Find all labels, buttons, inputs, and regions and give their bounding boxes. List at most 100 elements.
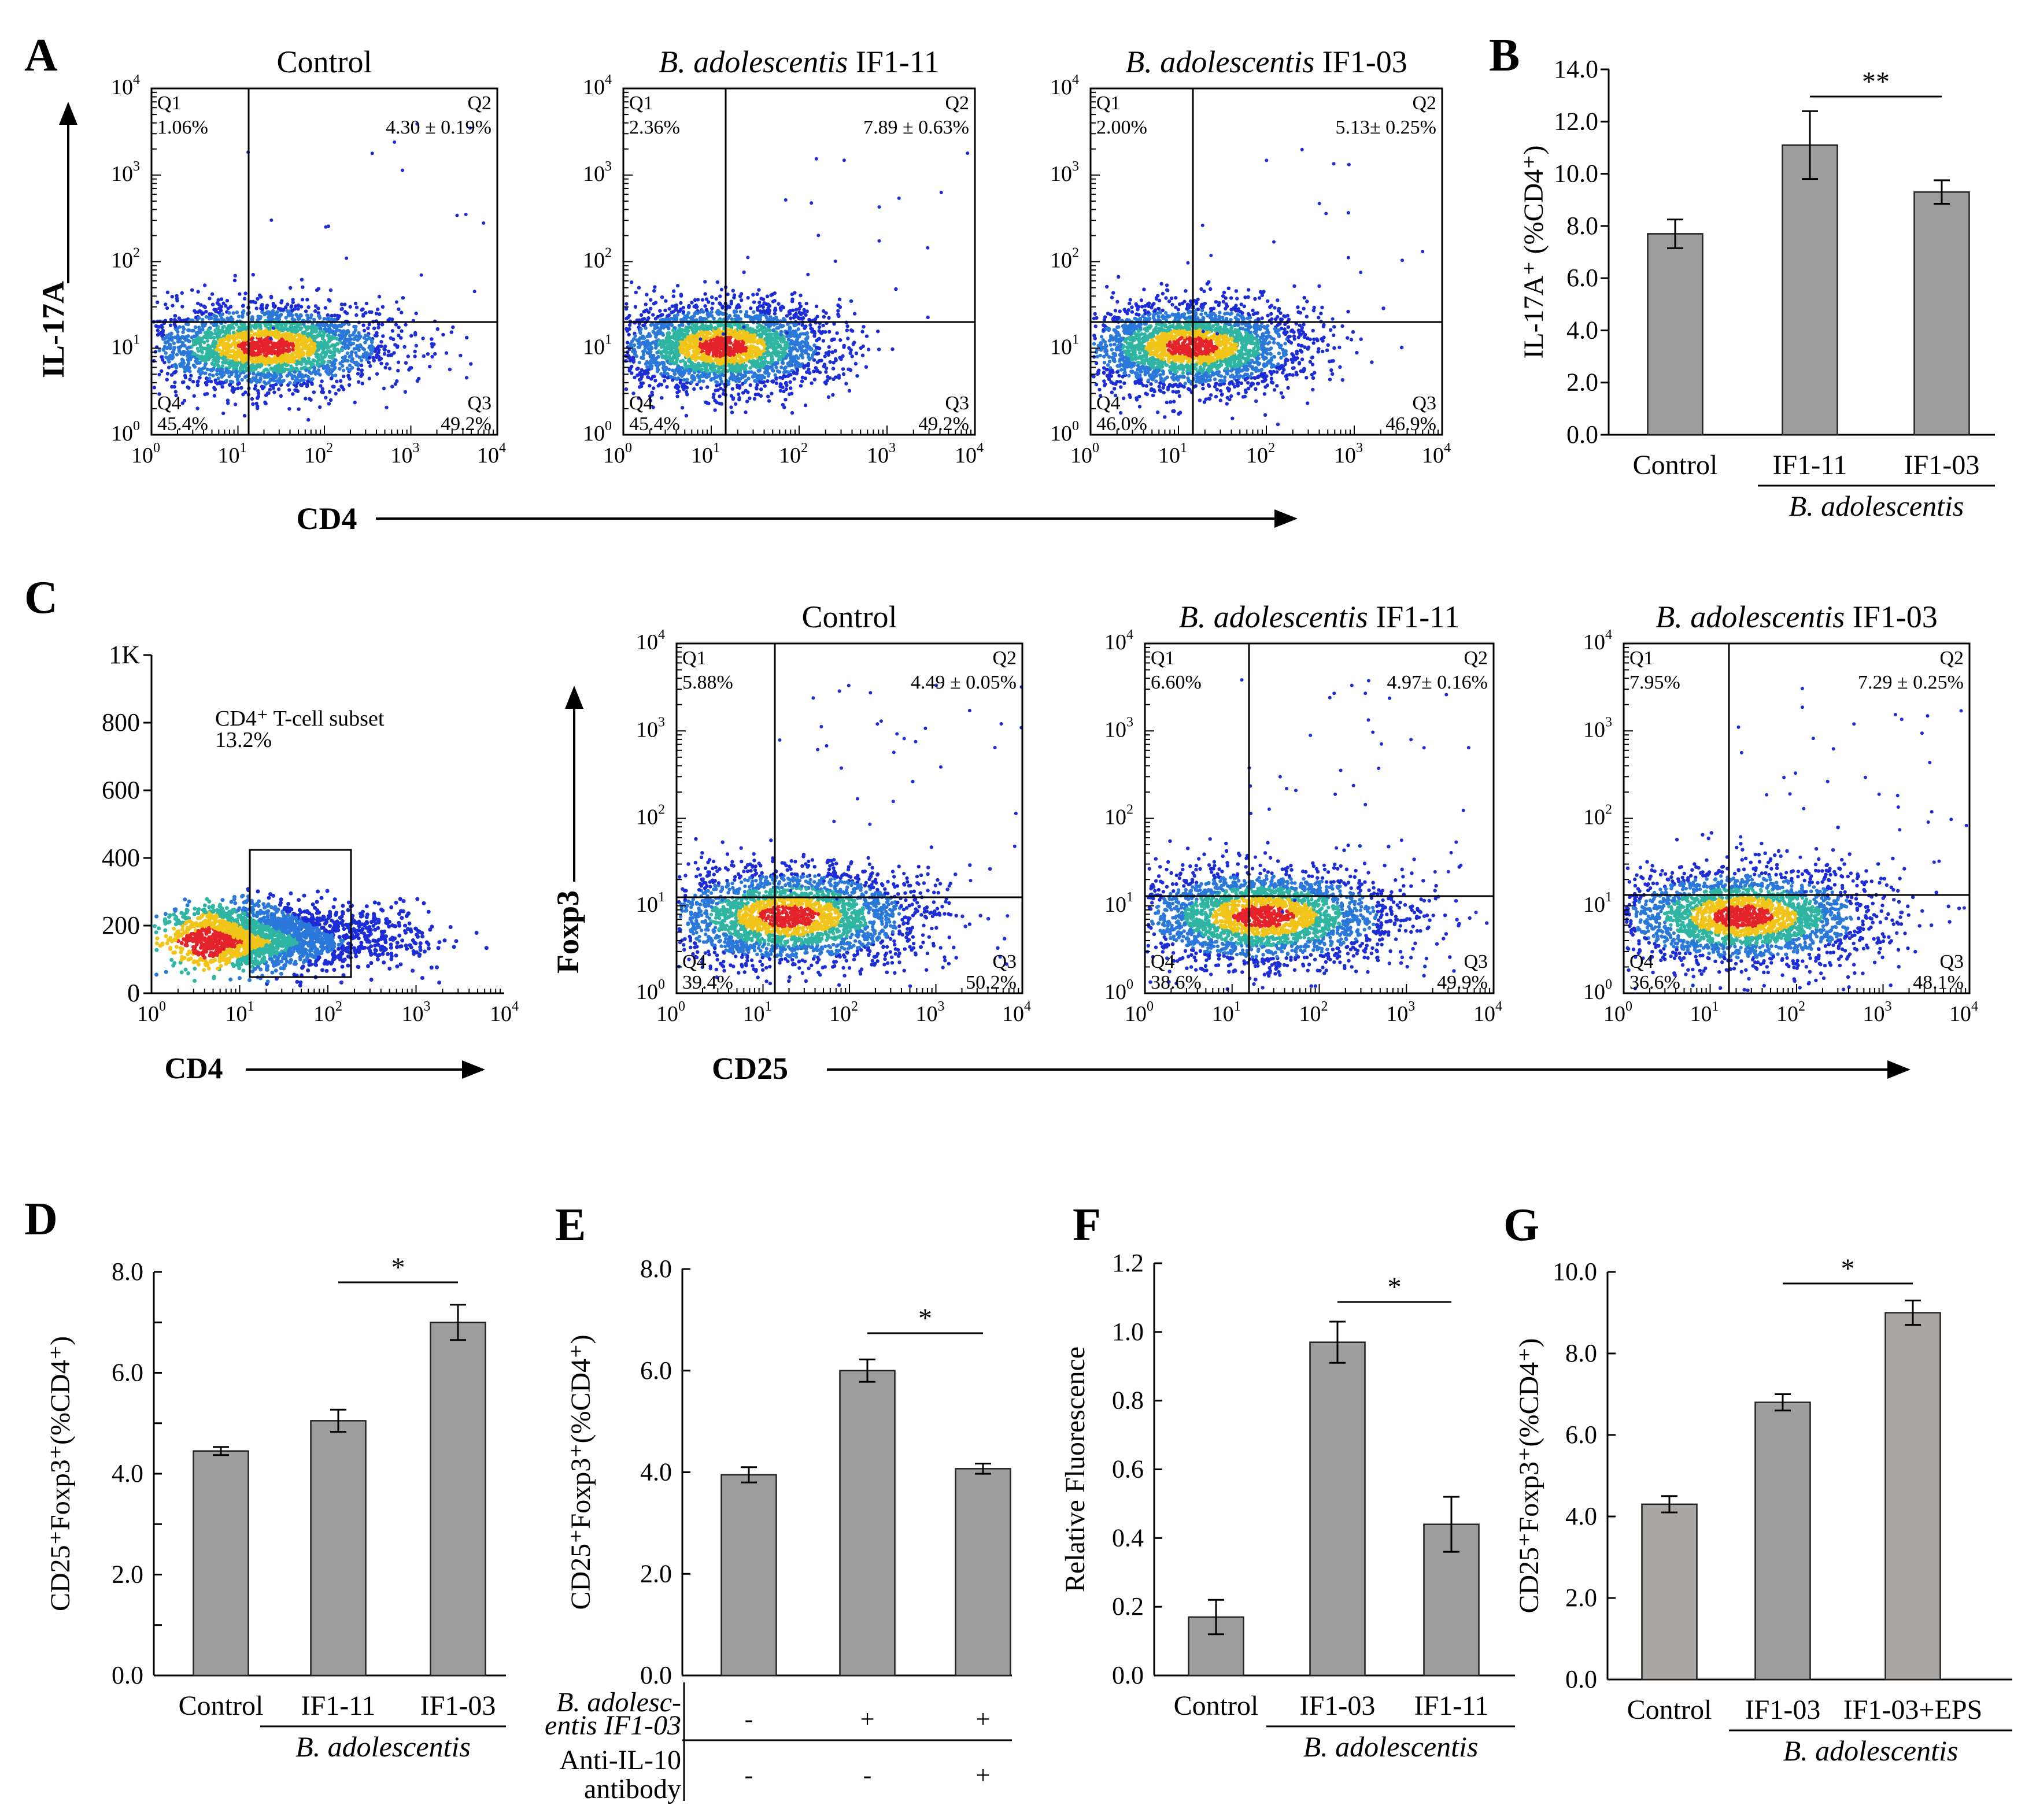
cell-event-outlier bbox=[393, 140, 397, 144]
cell-event bbox=[339, 347, 343, 352]
cell-event bbox=[382, 352, 387, 356]
cell-event bbox=[687, 305, 691, 309]
q3-value: 49.2% bbox=[441, 413, 492, 435]
cell-event bbox=[322, 317, 326, 321]
cell-event bbox=[260, 303, 264, 307]
cell-event bbox=[630, 357, 634, 361]
cell-event bbox=[679, 301, 683, 305]
cell-event bbox=[656, 384, 660, 388]
cell-event bbox=[712, 372, 716, 376]
cell-event bbox=[206, 328, 210, 332]
cell-event bbox=[731, 288, 736, 293]
cell-event bbox=[256, 379, 260, 383]
cell-event bbox=[328, 288, 333, 293]
cell-event bbox=[290, 304, 294, 308]
cell-event bbox=[785, 383, 789, 387]
cell-event bbox=[262, 368, 267, 372]
cell-event bbox=[200, 350, 204, 354]
cell-event bbox=[636, 367, 640, 371]
cell-event bbox=[812, 369, 816, 373]
cell-event bbox=[272, 390, 276, 394]
cell-event bbox=[367, 356, 372, 360]
cell-event bbox=[275, 360, 279, 365]
cell-event bbox=[413, 331, 417, 335]
cell-event bbox=[345, 329, 349, 334]
cell-event bbox=[205, 368, 210, 372]
cell-event bbox=[264, 382, 268, 386]
cell-event bbox=[401, 296, 405, 300]
cell-event bbox=[637, 345, 642, 349]
cell-event bbox=[173, 369, 178, 373]
cell-event bbox=[185, 354, 190, 358]
cell-event bbox=[842, 343, 846, 348]
cell-event bbox=[304, 368, 308, 372]
cell-event bbox=[727, 332, 731, 336]
cell-event bbox=[289, 286, 293, 290]
cell-event bbox=[393, 382, 398, 386]
cell-event bbox=[280, 343, 284, 347]
cell-event bbox=[743, 370, 747, 374]
cell-event bbox=[291, 392, 295, 396]
cell-event bbox=[264, 401, 268, 406]
cell-event bbox=[237, 315, 241, 319]
cell-event bbox=[790, 299, 795, 304]
cell-event bbox=[653, 301, 658, 305]
cell-event bbox=[335, 379, 339, 383]
cell-event bbox=[395, 379, 399, 383]
cell-event bbox=[300, 298, 305, 302]
cell-event bbox=[755, 292, 759, 297]
cell-event bbox=[324, 353, 328, 357]
cell-event bbox=[367, 376, 371, 380]
cell-event bbox=[327, 298, 331, 302]
cell-event bbox=[161, 358, 165, 362]
cell-event bbox=[208, 316, 212, 320]
cell-event bbox=[741, 375, 745, 379]
cell-event bbox=[685, 350, 689, 354]
cell-event bbox=[690, 315, 694, 319]
cell-event bbox=[435, 327, 439, 331]
cell-event bbox=[266, 357, 270, 361]
cell-event bbox=[241, 341, 245, 345]
cell-event bbox=[196, 290, 200, 294]
cell-event bbox=[729, 302, 733, 306]
cell-event bbox=[771, 379, 775, 383]
cell-event bbox=[311, 350, 315, 354]
cell-event bbox=[784, 387, 788, 391]
cell-event bbox=[354, 324, 358, 329]
cell-event bbox=[732, 295, 736, 299]
cell-event bbox=[289, 373, 294, 377]
cell-event bbox=[667, 307, 671, 311]
cell-event bbox=[830, 337, 835, 342]
cell-event bbox=[721, 369, 725, 373]
cell-event bbox=[774, 361, 778, 365]
cell-event bbox=[792, 334, 797, 338]
cell-event bbox=[777, 302, 781, 306]
cell-event bbox=[360, 308, 364, 312]
cell-event bbox=[676, 342, 681, 346]
cell-event bbox=[697, 348, 701, 352]
cell-event bbox=[308, 366, 312, 371]
cell-event bbox=[225, 298, 230, 303]
cell-event bbox=[331, 361, 335, 365]
cell-event bbox=[360, 369, 364, 373]
cell-event bbox=[832, 377, 836, 381]
cell-event bbox=[233, 273, 237, 278]
cell-event bbox=[395, 345, 400, 349]
cell-event bbox=[745, 314, 749, 318]
cell-event bbox=[699, 386, 703, 390]
cell-event bbox=[459, 353, 463, 358]
cell-event bbox=[646, 310, 651, 315]
cell-event bbox=[634, 290, 638, 295]
cell-event bbox=[674, 304, 678, 308]
cell-event bbox=[363, 341, 367, 345]
cell-event bbox=[812, 331, 817, 335]
tick-base: 10 bbox=[391, 443, 413, 468]
cell-event bbox=[298, 371, 302, 375]
cell-event bbox=[627, 332, 631, 336]
cell-event bbox=[372, 326, 376, 331]
cell-event bbox=[287, 339, 292, 343]
cell-event bbox=[193, 365, 197, 369]
q2-label: Q2 bbox=[467, 93, 492, 114]
cell-event bbox=[625, 302, 629, 306]
cell-event bbox=[349, 358, 353, 363]
